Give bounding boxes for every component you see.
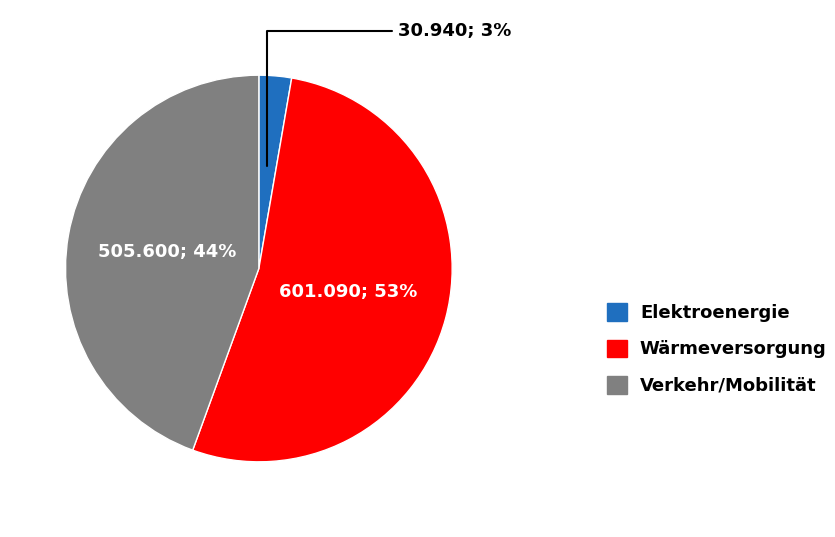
Text: 30.940; 3%: 30.940; 3% <box>267 23 511 165</box>
Wedge shape <box>193 78 453 462</box>
Legend: Elektroenergie, Wärmeversorgung, Verkehr/Mobilität: Elektroenergie, Wärmeversorgung, Verkehr… <box>606 303 827 395</box>
Wedge shape <box>259 75 291 268</box>
Text: 601.090; 53%: 601.090; 53% <box>280 284 418 301</box>
Wedge shape <box>65 75 259 450</box>
Text: 505.600; 44%: 505.600; 44% <box>99 243 236 262</box>
